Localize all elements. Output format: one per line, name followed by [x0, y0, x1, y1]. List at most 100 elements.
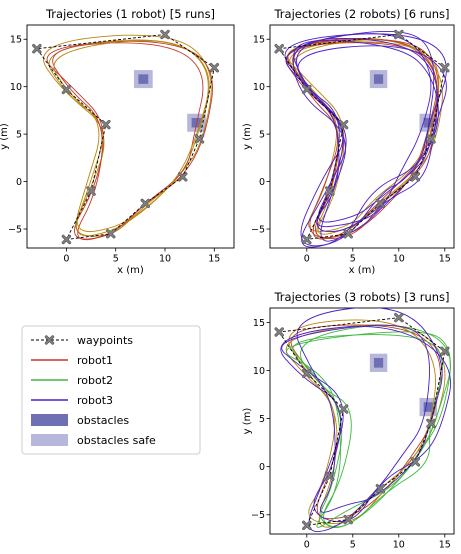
waypoint-marker [394, 29, 404, 40]
series-robot3 [284, 31, 447, 248]
trajectory-run [285, 331, 451, 528]
y-tick-label: 10 [253, 82, 265, 93]
waypoint-marker [302, 84, 312, 95]
chart-title: Trajectories (2 robots) [6 runs] [273, 7, 449, 21]
x-axis-label: x (m) [117, 265, 144, 276]
legend: waypoints robot1 robot2 robot3 obstacles obst… [21, 325, 201, 455]
waypoint-marker [426, 134, 436, 144]
obstacle-core [373, 358, 384, 368]
waypoint-marker [338, 404, 349, 414]
axes-frame [269, 24, 455, 249]
obstacle [369, 353, 388, 372]
chart-title: Trajectories (3 robots) [3 runs] [273, 290, 449, 304]
trajectory-run [280, 325, 451, 523]
y-tick-label: 0 [259, 462, 265, 473]
waypoint-marker [375, 484, 386, 494]
y-axis-label: y (m) [242, 408, 253, 435]
legend-waypoint-icon [44, 335, 55, 345]
waypoint-marker [440, 346, 450, 356]
x-tick-label: 5 [113, 254, 119, 265]
series-robot1 [285, 319, 446, 528]
trajectory-run [281, 324, 430, 532]
series-robot2 [285, 325, 451, 528]
waypoint-marker [440, 63, 450, 73]
waypoint-marker [410, 172, 421, 182]
legend-item-waypoints: waypoints [31, 334, 133, 347]
trajectory-run [287, 38, 439, 239]
y-tick-label: 0 [259, 177, 265, 188]
waypoint-marker [302, 368, 312, 379]
waypoint-marker [302, 234, 312, 245]
waypoint-route [36, 34, 215, 241]
waypoint-marker [394, 312, 404, 323]
x-axis-label: x (m) [349, 265, 376, 276]
x-tick-label: 0 [304, 540, 310, 551]
x-tick-label: 15 [208, 254, 220, 265]
waypoint-marker [325, 471, 335, 481]
trajectory-run [43, 34, 212, 237]
obstacle-core [138, 74, 149, 84]
y-axis-label: y (m) [0, 123, 10, 150]
waypoint-marker [101, 119, 111, 130]
legend-label: obstacles safe [77, 434, 156, 447]
trajectory-run [290, 324, 441, 520]
trajectory-run [293, 39, 439, 232]
panel-3-robots: Trajectories (3 robots) [3 runs] 0 5 10 15 −5… [242, 290, 455, 554]
x-tick-label: 10 [393, 254, 405, 265]
x-tick-label: 15 [439, 254, 451, 265]
waypoint-marker [160, 29, 170, 40]
chart-title: Trajectories (1 robot) [5 runs] [45, 7, 215, 21]
legend-item-robot1: robot1 [31, 354, 113, 367]
waypoint-marker [338, 119, 349, 130]
waypoint-route [278, 317, 446, 526]
trajectory-run [292, 38, 438, 238]
y-tick-label: 15 [253, 35, 265, 46]
x-tick-label: 5 [350, 254, 356, 265]
panel-2-robots: Trajectories (2 robots) [6 runs] 0 5 10 15 −5… [242, 7, 455, 276]
legend-label: waypoints [77, 334, 133, 347]
waypoint-marker [302, 520, 312, 531]
waypoint-marker [86, 186, 96, 196]
waypoint-marker [178, 172, 188, 182]
x-tick-label: 0 [63, 254, 69, 265]
y-tick-label: 15 [253, 318, 265, 329]
obstacle [133, 70, 153, 89]
legend-item-obstacles_safe: obstacles safe [31, 434, 156, 447]
series-robot1 [286, 38, 443, 240]
waypoint-marker [410, 457, 421, 467]
series-robot1 [43, 34, 213, 241]
waypoint-marker [325, 186, 335, 196]
trajectory-run [284, 33, 447, 248]
trajectory-run [297, 45, 447, 242]
y-tick-label: 5 [259, 414, 265, 425]
waypoint-route [278, 34, 446, 241]
trajectory-run [285, 31, 435, 223]
legend-box-swatch [31, 434, 68, 446]
waypoint-marker [209, 63, 219, 73]
y-tick-label: 5 [259, 130, 265, 141]
legend-label: robot1 [77, 354, 113, 367]
legend-label: obstacles [77, 414, 129, 427]
trajectory-run [292, 334, 443, 528]
axes-frame [269, 307, 455, 535]
obstacle-core [423, 117, 433, 128]
plot-area [274, 308, 451, 532]
waypoint-marker [274, 327, 284, 337]
legend-item-robot3: robot3 [31, 394, 113, 407]
obstacle [369, 70, 388, 89]
legend-item-robot2: robot2 [31, 374, 113, 387]
trajectory-run [46, 40, 213, 240]
y-axis-label: y (m) [242, 123, 253, 150]
waypoint-marker [375, 198, 386, 209]
x-tick-label: 10 [393, 540, 405, 551]
trajectory-run [288, 319, 436, 528]
y-tick-label: −5 [251, 224, 265, 235]
waypoint-marker [343, 514, 353, 525]
plot-area [32, 29, 219, 245]
legend-label: robot2 [77, 374, 113, 387]
obstacle-core [423, 402, 433, 412]
waypoint-marker [32, 44, 42, 54]
legend-label: robot3 [77, 394, 113, 407]
waypoint-marker [61, 234, 72, 245]
